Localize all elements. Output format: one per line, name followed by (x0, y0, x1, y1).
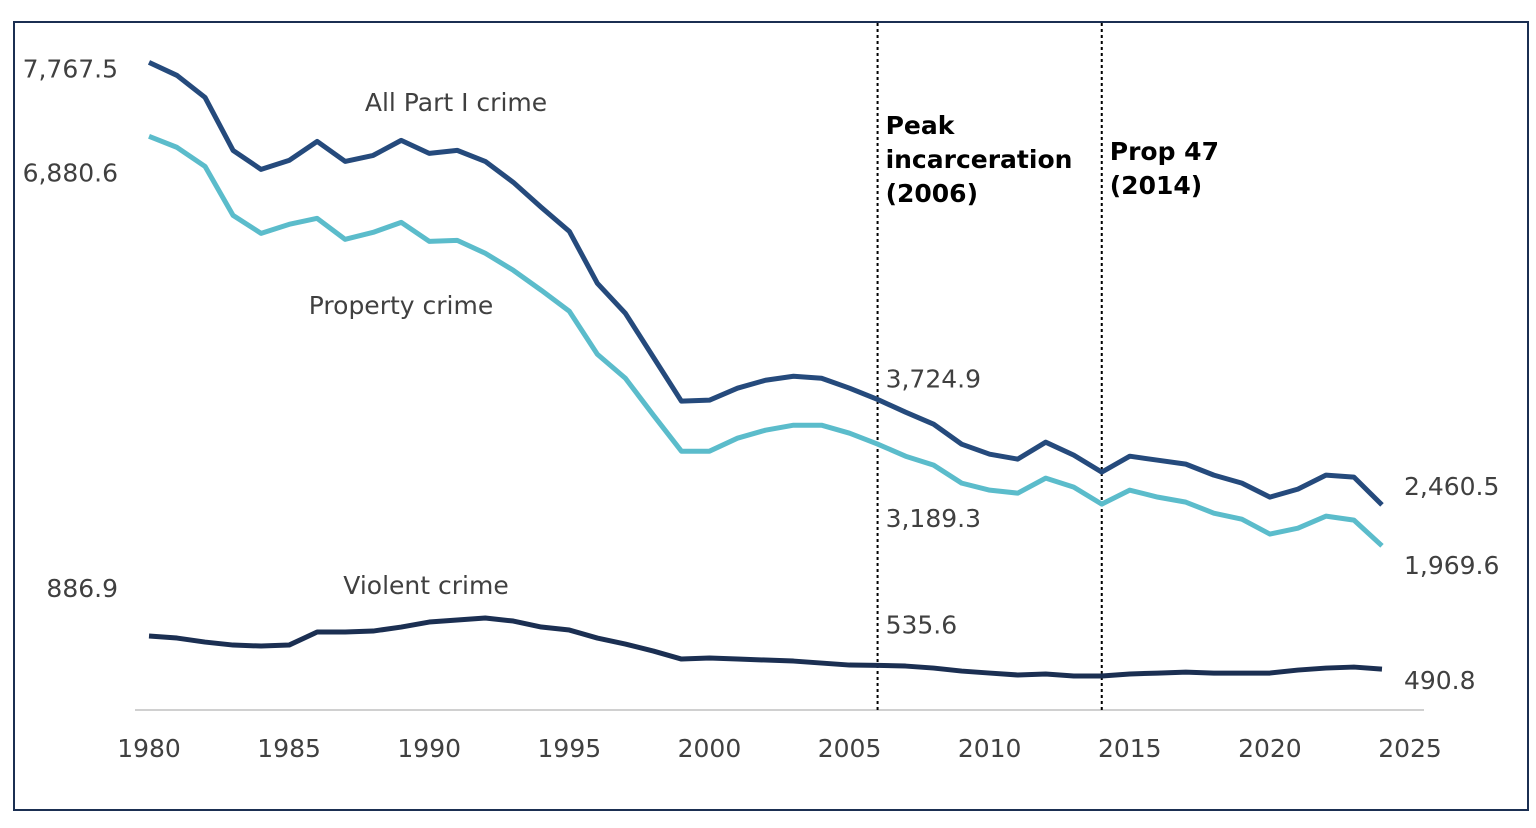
x-tick-label: 1990 (397, 734, 461, 763)
annotation: Peak (886, 111, 956, 140)
series-label: All Part I crime (365, 88, 547, 117)
value-label: 535.6 (886, 610, 958, 639)
annotation: incarceration (886, 145, 1073, 174)
x-tick-label: 1980 (117, 734, 181, 763)
x-tick-label: 2000 (678, 734, 742, 763)
series-line (147, 60, 1384, 507)
x-tick-label: 2020 (1238, 734, 1302, 763)
value-label: 3,724.9 (886, 364, 981, 393)
x-tick-label: 2015 (1098, 734, 1162, 763)
value-label: 490.8 (1404, 666, 1476, 695)
frame (13, 21, 1529, 811)
x-tick-label: 2010 (958, 734, 1022, 763)
value-label: 1,969.6 (1404, 551, 1499, 580)
annotation: Prop 47 (1110, 137, 1219, 166)
series-label: Violent crime (343, 571, 508, 600)
annotation: (2006) (886, 179, 978, 208)
series-line (148, 615, 1383, 679)
x-tick-label: 2025 (1378, 734, 1442, 763)
value-label: 3,189.3 (886, 504, 981, 533)
series-label: Property crime (309, 291, 493, 320)
x-tick-label: 1995 (538, 734, 602, 763)
value-label: 7,767.5 (23, 54, 118, 83)
x-tick-label: 2005 (818, 734, 882, 763)
annotation: (2014) (1110, 171, 1202, 200)
value-label: 886.9 (46, 574, 118, 603)
x-tick-label: 1985 (257, 734, 321, 763)
value-label: 2,460.5 (1404, 472, 1499, 501)
series-line (148, 134, 1384, 548)
value-label: 6,880.6 (23, 158, 118, 187)
